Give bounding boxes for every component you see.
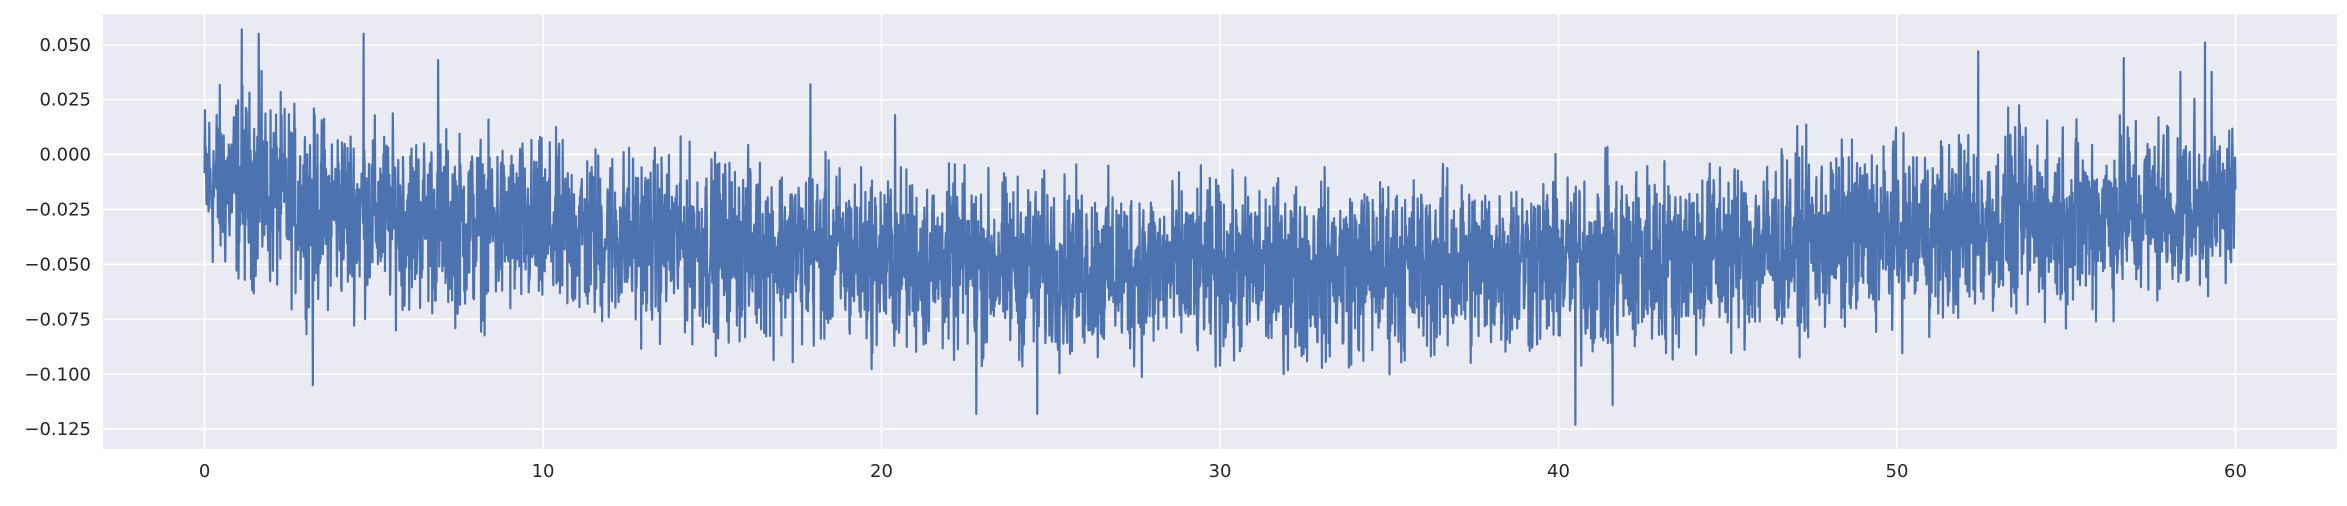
x-tick-label: 10 <box>532 461 555 482</box>
y-tick-label: −0.025 <box>24 200 91 221</box>
y-tick-label: −0.050 <box>24 254 91 275</box>
x-tick-label: 40 <box>1547 461 1570 482</box>
y-tick-label: −0.075 <box>24 309 91 330</box>
x-tick-label: 50 <box>1886 461 1909 482</box>
y-tick-label: 0.050 <box>39 35 91 56</box>
y-tick-label: −0.125 <box>24 419 91 440</box>
y-tick-label: −0.100 <box>24 364 91 385</box>
x-tick-label: 20 <box>870 461 893 482</box>
series-line <box>203 28 2237 426</box>
y-tick-label: 0.000 <box>39 145 91 166</box>
x-tick-label: 0 <box>199 461 210 482</box>
x-tick-label: 30 <box>1209 461 1232 482</box>
x-tick-label: 60 <box>2224 461 2247 482</box>
y-tick-label: 0.025 <box>39 90 91 111</box>
